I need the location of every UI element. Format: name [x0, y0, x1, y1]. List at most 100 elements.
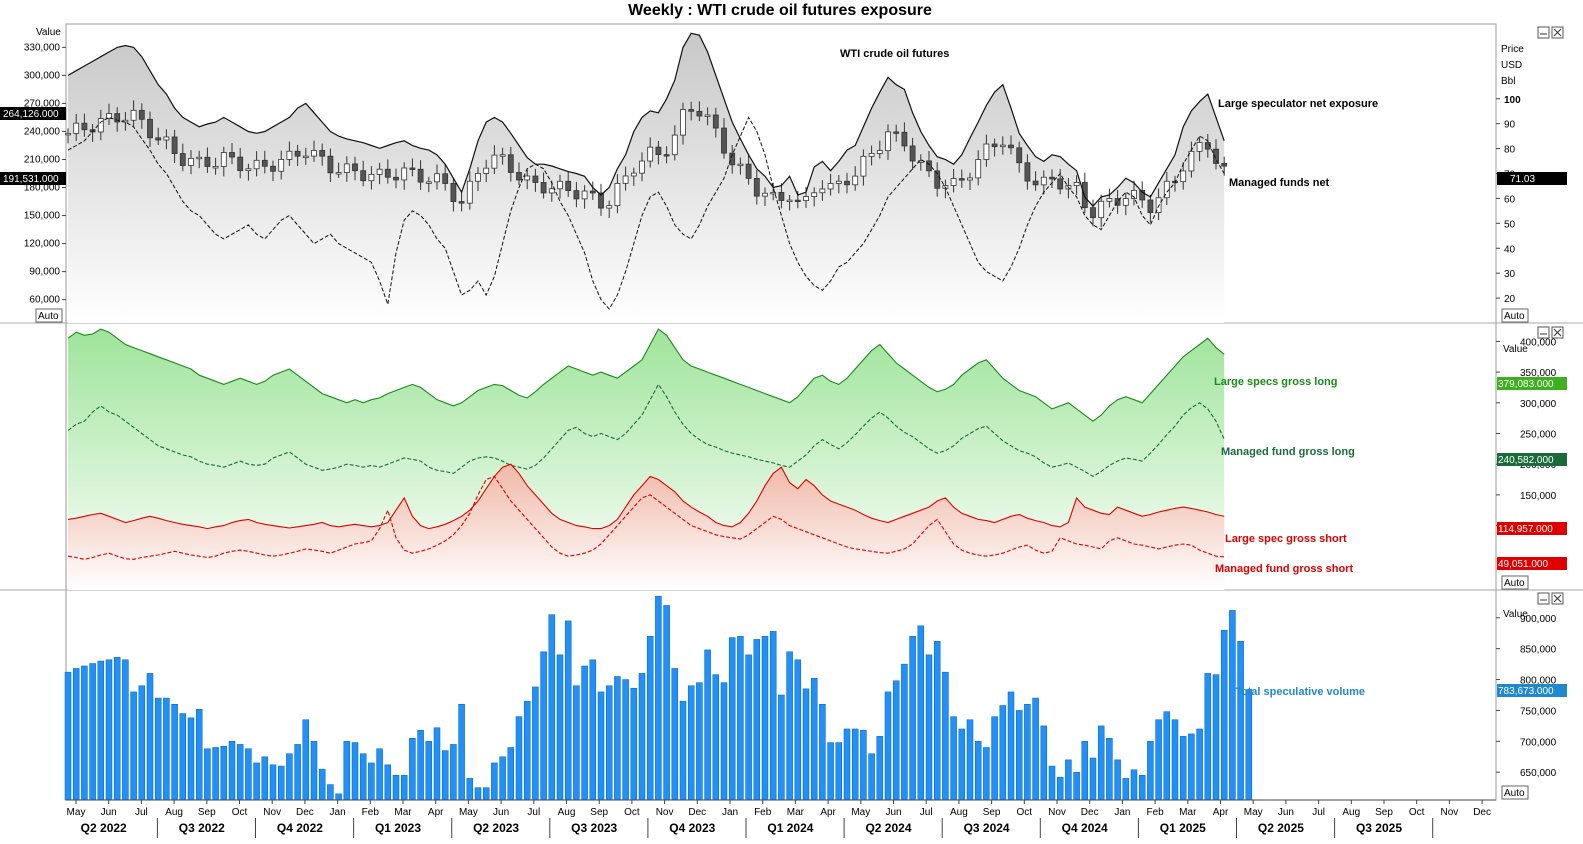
candle-body	[688, 109, 695, 112]
month-tick-label: May	[67, 807, 86, 818]
volume-bar	[876, 736, 884, 801]
volume-bar	[1081, 741, 1089, 801]
value-tag-volume	[1497, 684, 1567, 697]
label-large-specs-gross-long: Large specs gross long	[1214, 376, 1337, 388]
minimize-icon[interactable]	[1537, 592, 1550, 605]
candle-body	[409, 167, 416, 170]
value-tag-volume-text: 783,673.000	[1498, 686, 1554, 697]
auto-button-middle[interactable]	[1501, 575, 1529, 590]
candle-body	[622, 175, 629, 184]
candle-body	[237, 156, 244, 172]
volume-bar	[1204, 673, 1212, 801]
candle-body	[1032, 180, 1039, 186]
candle-body	[868, 153, 875, 157]
month-tick-label: Aug	[165, 807, 183, 818]
candle-body	[532, 175, 539, 183]
volume-bar	[884, 691, 892, 801]
candle-body	[261, 159, 268, 167]
volume-bar	[1122, 778, 1130, 801]
month-tick-label: Nov	[1441, 807, 1459, 818]
candle-body	[1106, 198, 1113, 202]
value-tag-gross-short-text: 114,957.000	[1498, 524, 1553, 535]
volume-bar	[597, 691, 605, 801]
label-managed-funds-net: Managed funds net	[1229, 177, 1330, 189]
volume-bar	[581, 665, 588, 801]
value-tag-gross-short	[1497, 522, 1567, 535]
volume-bar	[277, 765, 285, 801]
candle-body	[1040, 176, 1047, 186]
candle-body	[319, 150, 326, 157]
top-right-tick-label: 90	[1504, 120, 1516, 131]
volume-bar	[819, 704, 826, 801]
volume-bar	[1097, 725, 1105, 801]
top-left-tick-label: 120,000	[24, 239, 61, 250]
top-right-axis-label-usd: USD	[1501, 60, 1522, 71]
volume-bar	[507, 747, 515, 801]
middle-tick-label: 250,000	[1520, 429, 1557, 440]
minimize-icon[interactable]	[1537, 326, 1550, 339]
volume-bar	[810, 678, 818, 801]
volume-bar	[1212, 674, 1220, 801]
quarter-label: Q3 2025	[1356, 821, 1402, 835]
month-tick-label: Jul	[920, 807, 933, 818]
candle-body	[1122, 198, 1129, 206]
candle-body	[483, 167, 490, 174]
top-left-tick-label: 300,000	[24, 70, 61, 81]
candle-body	[967, 177, 973, 181]
volume-bar	[843, 728, 851, 801]
label-large-spec-gross-short: Large spec gross short	[1225, 533, 1347, 545]
volume-bar	[359, 753, 367, 801]
volume-bar	[999, 705, 1007, 801]
volume-bar	[113, 657, 121, 801]
candle-body	[712, 114, 719, 129]
middle-panel-window-controls[interactable]	[1537, 326, 1564, 339]
candle-body	[401, 167, 408, 181]
quarter-label: Q4 2024	[1062, 821, 1108, 835]
top-left-tick-label: 90,000	[29, 267, 60, 278]
volume-bar	[146, 673, 154, 801]
label-managed-fund-gross-long: Managed fund gross long	[1221, 446, 1355, 458]
volume-bar	[294, 744, 301, 801]
candle-body	[491, 154, 498, 169]
chart-title: Weekly : WTI crude oil futures exposure	[628, 2, 932, 19]
candle-body	[671, 134, 678, 156]
volume-bar	[1220, 629, 1228, 801]
volume-bar	[97, 660, 105, 801]
bottom-panel-window-controls[interactable]	[1537, 592, 1564, 605]
month-tick-label: Oct	[232, 807, 248, 818]
top-left-axis: 60,000 90,000 120,000 150,000 180,000 210,000…	[24, 42, 66, 306]
value-tag-price	[1497, 172, 1567, 185]
candle-body	[352, 163, 358, 172]
candle-body	[393, 176, 399, 181]
managed-fund-gross-short-line	[67, 475, 1225, 560]
candle-body	[179, 153, 186, 166]
volume-bar	[1229, 610, 1236, 801]
auto-button-top-left[interactable]	[35, 308, 63, 323]
top-right-axis-label-bbl: Bbl	[1501, 76, 1515, 87]
candle-body	[753, 178, 760, 197]
candle-body	[958, 178, 965, 181]
month-tick-label: Mar	[1179, 807, 1197, 818]
volume-bar	[195, 708, 203, 801]
volume-bar	[441, 750, 449, 801]
top-panel-window-controls[interactable]	[1537, 26, 1564, 39]
auto-button-top-right[interactable]	[1501, 308, 1529, 323]
month-tick-label: Aug	[558, 807, 576, 818]
volume-bar	[253, 762, 260, 801]
auto-button-bottom[interactable]	[1501, 785, 1529, 800]
volume-bar	[728, 637, 736, 801]
minimize-icon[interactable]	[1537, 26, 1550, 39]
auto-button-top-left-label: Auto	[38, 311, 59, 322]
candle-body	[565, 180, 572, 191]
volume-bar	[540, 651, 547, 801]
candle-body	[909, 145, 916, 162]
volume-bar	[1073, 771, 1080, 801]
volume-bar	[679, 700, 687, 801]
candle-body	[327, 155, 334, 174]
middle-gross-areas	[68, 329, 1225, 590]
volume-bar	[187, 717, 195, 801]
volume-bar	[851, 728, 859, 801]
volume-bar	[1130, 769, 1138, 801]
volume-bar	[376, 748, 383, 801]
candle-body	[499, 154, 506, 157]
